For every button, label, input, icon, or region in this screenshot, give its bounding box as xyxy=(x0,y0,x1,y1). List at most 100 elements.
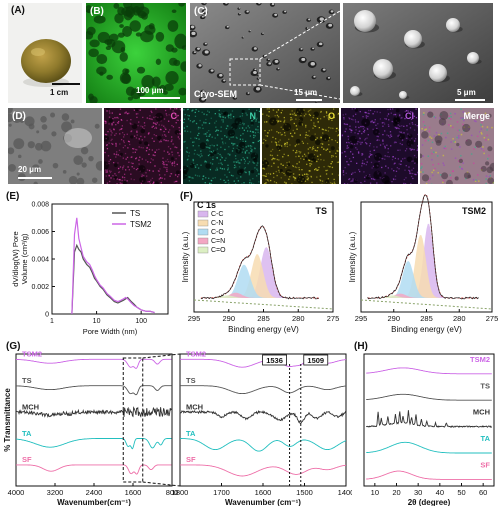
eds-pixel xyxy=(176,146,178,149)
eds-pixel xyxy=(112,143,114,145)
eds-pixel xyxy=(279,139,281,141)
eds-pixel xyxy=(186,147,188,149)
eds-pixel xyxy=(118,149,121,151)
eds-pixel xyxy=(363,176,366,179)
eds-pixel xyxy=(298,168,301,171)
sem-pore-highlight xyxy=(191,31,196,36)
eds-pixel xyxy=(236,161,238,163)
eds-pixel xyxy=(229,154,231,156)
eds-pixel xyxy=(104,151,106,154)
eds-pixel xyxy=(278,159,280,161)
legend-swatch xyxy=(197,237,209,245)
eds-pore xyxy=(174,130,180,135)
eds-pixel xyxy=(124,112,126,114)
eds-pixel xyxy=(331,138,333,141)
eds-pixel xyxy=(179,169,181,171)
eds-pixel xyxy=(327,165,330,167)
mapping-pore xyxy=(11,113,22,124)
eds-pixel xyxy=(234,155,237,157)
eds-pixel xyxy=(255,128,257,130)
eds-pixel xyxy=(281,109,283,112)
eds-pixel xyxy=(365,115,367,117)
eds-pixel xyxy=(278,169,280,172)
series-label: TA xyxy=(186,429,196,438)
eds-pixel xyxy=(328,118,330,121)
eds-pixel xyxy=(142,147,144,149)
eds-pixel xyxy=(357,151,360,153)
eds-pixel xyxy=(362,128,365,130)
merge-pixel xyxy=(488,175,491,178)
eds-pixel xyxy=(243,158,246,160)
eds-pixel xyxy=(295,152,297,154)
eds-pixel xyxy=(166,168,168,171)
eds-pixel xyxy=(367,112,369,114)
eds-pixel xyxy=(411,122,413,124)
eds-pixel xyxy=(307,148,309,150)
eds-pixel xyxy=(206,114,208,116)
eds-pixel xyxy=(369,154,372,156)
eds-pixel xyxy=(256,175,258,177)
eds-pixel xyxy=(130,178,132,180)
eds-pixel xyxy=(166,164,168,166)
eds-pixel xyxy=(137,124,139,127)
merge-pixel xyxy=(457,129,459,132)
merge-pixel xyxy=(483,152,485,155)
eds-pixel xyxy=(264,175,266,177)
legend-label: C-C xyxy=(211,211,223,218)
eds-pixel xyxy=(327,130,330,132)
merge-pixel xyxy=(428,179,430,182)
dark-pore xyxy=(122,26,133,37)
eds-pixel xyxy=(153,182,155,184)
sem-pore-highlight xyxy=(308,18,311,21)
eds-pixel xyxy=(130,162,133,164)
eds-pixel xyxy=(141,174,143,176)
eds-pixel xyxy=(265,178,267,181)
eds-pixel xyxy=(267,179,269,181)
eds-pixel xyxy=(154,122,156,125)
eds-pixel xyxy=(171,154,174,156)
eds-pixel xyxy=(158,174,161,176)
eds-pixel xyxy=(330,127,332,129)
eds-pixel xyxy=(393,178,395,181)
sem-pore-highlight xyxy=(319,42,323,46)
eds-pixel xyxy=(203,113,205,115)
eds-pixel xyxy=(321,143,324,145)
eds-pixel xyxy=(179,133,181,135)
sem-pore-highlight xyxy=(254,68,257,71)
eds-pixel xyxy=(364,139,366,141)
eds-pixel xyxy=(175,158,177,160)
eds-pixel xyxy=(243,123,246,125)
eds-pixel xyxy=(151,126,153,128)
eds-pixel xyxy=(162,157,164,159)
eds-pixel xyxy=(319,179,322,182)
xrd-series-tsm2 xyxy=(366,367,492,375)
bright-region xyxy=(64,128,92,148)
eds-pixel xyxy=(270,165,273,167)
ftir-series-sf xyxy=(16,464,172,475)
eds-pixel xyxy=(244,167,246,169)
eds-pixel xyxy=(251,120,253,122)
eds-pixel xyxy=(230,174,233,177)
eds-pixel xyxy=(363,129,366,132)
eds-pore xyxy=(361,118,370,127)
eds-pixel xyxy=(200,153,202,155)
eds-pixel xyxy=(111,123,113,125)
eds-pixel xyxy=(167,153,170,155)
eds-pixel xyxy=(379,118,382,120)
series-label: SF xyxy=(22,455,32,464)
eds-pixel xyxy=(245,146,247,148)
eds-pixel xyxy=(147,133,150,135)
eds-pixel xyxy=(288,161,290,163)
eds-pixel xyxy=(411,148,413,151)
x-tick-label: 3200 xyxy=(47,488,64,497)
eds-pixel xyxy=(231,110,234,112)
merge-pixel xyxy=(475,120,477,123)
eds-pixel xyxy=(128,169,131,171)
merge-pixel xyxy=(486,134,489,137)
merge-pixel xyxy=(472,162,475,165)
eds-pixel xyxy=(287,154,289,157)
eds-pixel xyxy=(206,131,208,134)
merge-pixel xyxy=(422,171,424,173)
eds-pixel xyxy=(405,148,408,150)
